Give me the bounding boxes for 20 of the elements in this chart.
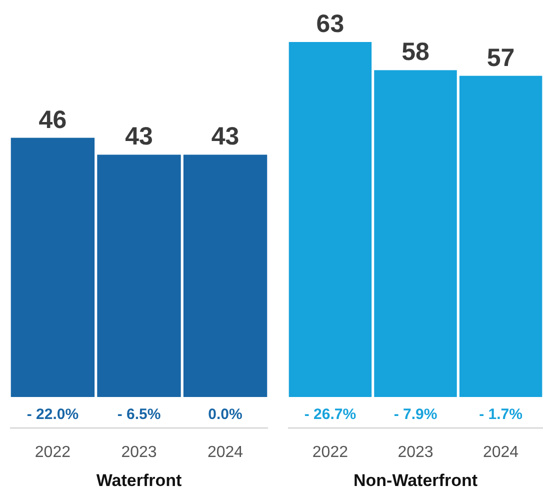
- text: - 22.0%: [26, 406, 79, 423]
- x-axis-title: Non-Waterfront: [353, 471, 478, 490]
- x-tick-label: 2022: [312, 444, 348, 461]
- data-label: 43: [125, 122, 153, 151]
- data-label: 43: [211, 122, 240, 151]
- data-label: 57: [486, 44, 515, 72]
- text: 0.0%: [208, 406, 242, 423]
- x-tick-label: 2024: [207, 444, 244, 461]
- text: - 1.7%: [479, 406, 522, 423]
- text: - 26.7%: [304, 406, 356, 423]
- data-label: 58: [402, 38, 430, 66]
- x-axis-title: Waterfront: [96, 471, 182, 490]
- data-label: 46: [38, 106, 67, 134]
- x-tick-label: 2023: [398, 444, 434, 461]
- x-tick-label: 2022: [34, 444, 71, 461]
- x-tick-label: 2024: [482, 444, 519, 461]
- text: - 7.9%: [394, 406, 438, 423]
- x-tick-label: 2023: [121, 444, 157, 461]
- text: - 6.5%: [117, 406, 161, 423]
- data-label: 63: [316, 10, 344, 38]
